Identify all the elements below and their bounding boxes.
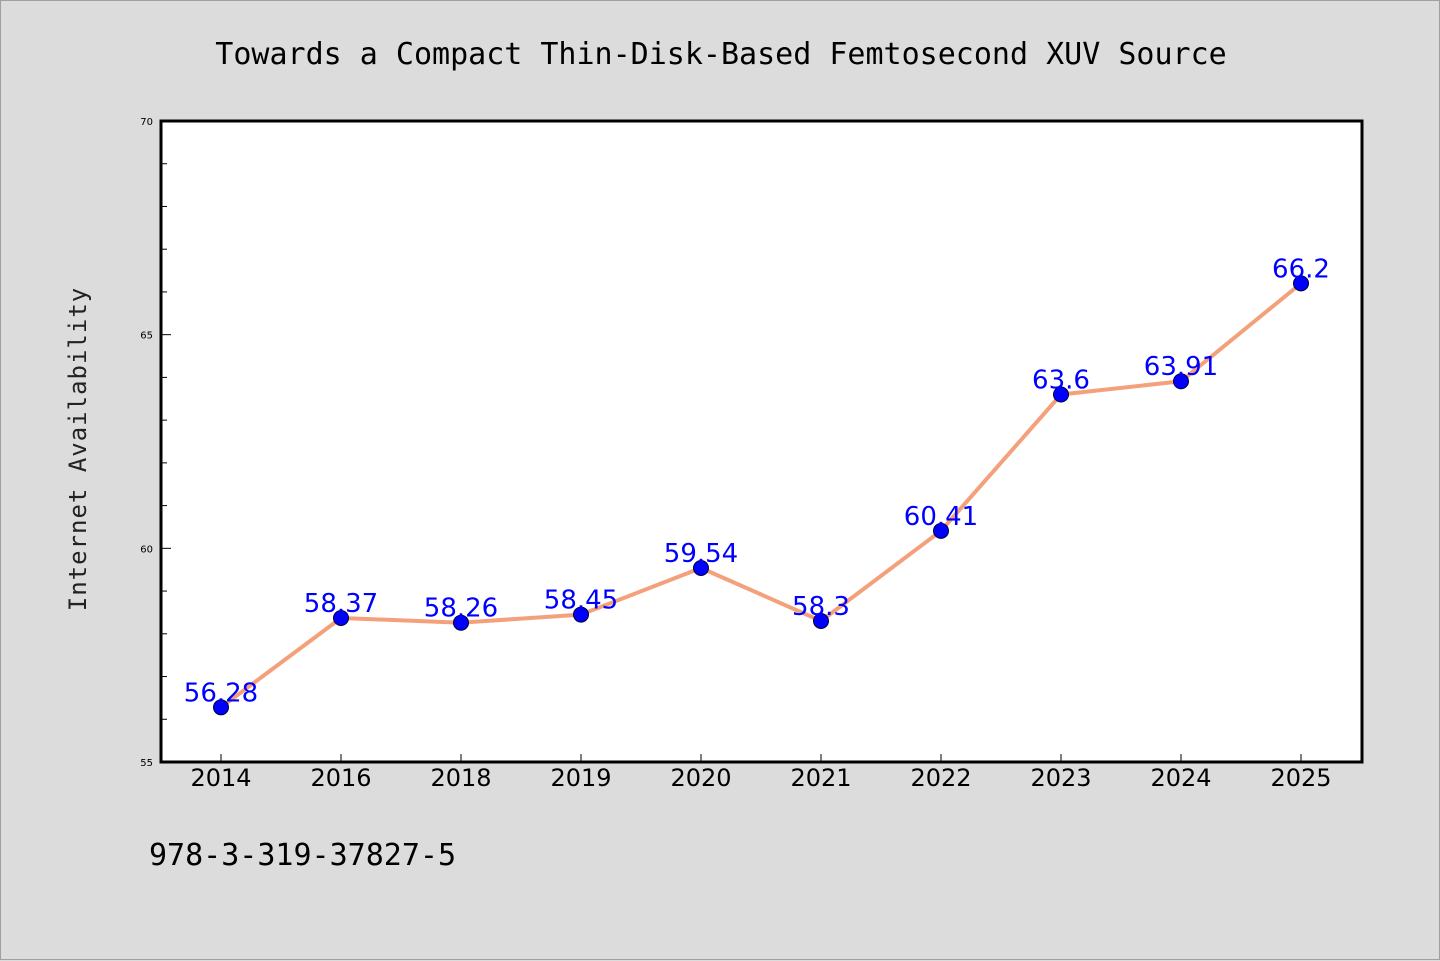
x-tick-label: 2021 bbox=[790, 764, 851, 792]
x-tick-label: 2014 bbox=[190, 764, 251, 792]
x-tick-label: 2022 bbox=[910, 764, 971, 792]
series-line bbox=[219, 281, 1303, 709]
data-point bbox=[453, 614, 469, 631]
x-axis-ticks: 2014 2016 2018 2019 2020 2021 2022 2023 2024 2025 bbox=[190, 754, 1332, 792]
data-label: 60.41 bbox=[904, 502, 978, 532]
data-point bbox=[933, 522, 949, 539]
data-point bbox=[1173, 373, 1189, 390]
x-tick-label: 2019 bbox=[550, 764, 611, 792]
isbn-footer: 978-3-319-37827-5 bbox=[149, 838, 456, 873]
series-layer: 56.28 58.37 58.26 58.45 59.54 58.3 60.41 63.6 63… bbox=[184, 254, 1330, 716]
chart-title: Towards a Compact Thin-Disk-Based Femtos… bbox=[215, 37, 1226, 72]
data-point bbox=[813, 612, 829, 629]
x-tick-label: 2018 bbox=[430, 764, 491, 792]
data-label: 58.45 bbox=[544, 586, 618, 616]
data-point bbox=[1053, 386, 1069, 403]
data-label: 63.6 bbox=[1032, 365, 1090, 395]
data-label: 58.26 bbox=[424, 594, 498, 624]
x-tick-label: 2024 bbox=[1150, 764, 1211, 792]
y-tick-label: 60 bbox=[140, 544, 153, 555]
data-label: 63.91 bbox=[1144, 352, 1218, 382]
data-label: 59.54 bbox=[664, 539, 738, 569]
plot-area bbox=[159, 119, 1364, 764]
data-label: 58.3 bbox=[792, 592, 850, 622]
y-tick-label: 70 bbox=[140, 117, 153, 128]
data-point bbox=[693, 559, 709, 576]
x-tick-label: 2023 bbox=[1030, 764, 1091, 792]
y-axis-label: Internet Availability bbox=[64, 287, 92, 611]
x-tick-label: 2025 bbox=[1270, 764, 1331, 792]
data-label: 56.28 bbox=[184, 678, 258, 708]
data-point bbox=[213, 699, 229, 716]
data-label: 58.37 bbox=[304, 589, 378, 619]
y-tick-label: 65 bbox=[140, 331, 153, 342]
data-point bbox=[333, 609, 349, 626]
y-tick-label: 55 bbox=[140, 758, 153, 769]
x-tick-label: 2020 bbox=[670, 764, 731, 792]
data-point bbox=[1293, 275, 1309, 292]
x-tick-label: 2016 bbox=[310, 764, 371, 792]
data-label: 66.2 bbox=[1272, 254, 1330, 284]
data-point bbox=[573, 606, 589, 623]
y-axis-ticks: 55 60 65 70 bbox=[140, 117, 171, 769]
